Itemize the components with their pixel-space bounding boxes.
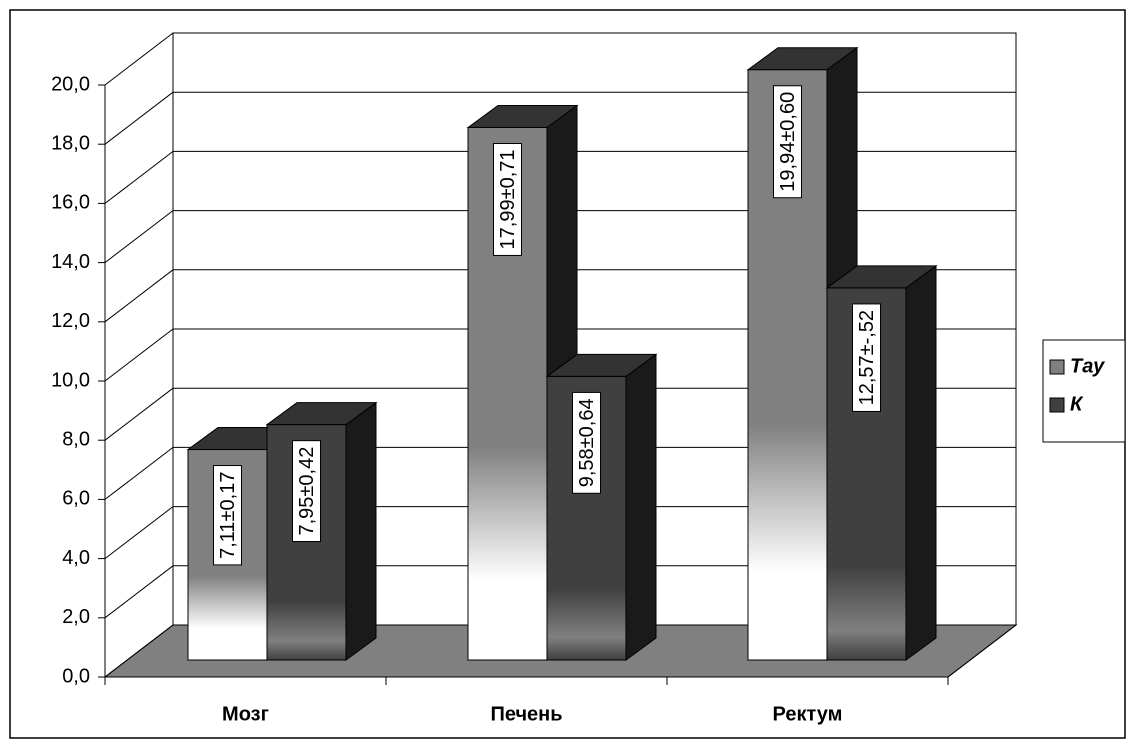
value-label-box — [572, 391, 601, 494]
y-tick-label: 8,0 — [62, 428, 90, 450]
value-label: 7,11±0,17 — [213, 465, 242, 566]
grid-line — [104, 447, 174, 500]
y-tick-label: 18,0 — [51, 132, 90, 154]
grid-line — [104, 506, 174, 559]
value-label: 19,94±0,60 — [773, 85, 802, 199]
value-label-text: 19,94±0,60 — [777, 92, 799, 192]
bar — [265, 401, 378, 661]
value-label-box — [852, 303, 881, 412]
y-tick-label: 4,0 — [62, 547, 90, 569]
bar-side — [905, 264, 937, 661]
legend-box — [1042, 339, 1126, 443]
grid-line — [104, 624, 174, 678]
floor-edge — [947, 624, 1017, 678]
value-label-box — [213, 465, 242, 566]
y-tick-label: 0,0 — [62, 665, 90, 687]
value-label-text: 7,11±0,17 — [217, 472, 239, 559]
value-label: 12,57±-,52 — [852, 303, 881, 412]
value-label: 9,58±0,64 — [572, 391, 601, 494]
value-label: 7,95±0,42 — [292, 440, 321, 543]
bar — [825, 264, 938, 661]
value-label: 17,99±0,71 — [493, 142, 522, 256]
x-tick-label: Печень — [490, 703, 562, 725]
y-tick-label: 2,0 — [62, 606, 90, 628]
y-tick-label: 6,0 — [62, 488, 90, 510]
grid-line — [104, 387, 174, 441]
value-label-text: 7,95±0,42 — [296, 447, 318, 536]
value-label-text: 12,57±-,52 — [856, 310, 878, 406]
y-tick-label: 12,0 — [51, 310, 90, 332]
grid-line — [104, 565, 174, 619]
y-tick-label: 10,0 — [51, 369, 90, 391]
y-tick-label: 16,0 — [51, 192, 90, 214]
value-label-box — [773, 85, 802, 199]
y-tick-label: 20,0 — [51, 73, 90, 95]
value-label-text: 9,58±0,64 — [576, 398, 598, 487]
value-label-text: 17,99±0,71 — [497, 149, 519, 249]
bar-side — [345, 401, 377, 661]
x-tick-label: Ректум — [773, 703, 843, 725]
y-tick-label: 14,0 — [51, 251, 90, 273]
grid-line — [104, 32, 174, 86]
grid-line — [104, 151, 174, 204]
grid-line — [104, 328, 174, 382]
bar — [545, 353, 658, 661]
legend-label: Тау — [1070, 355, 1105, 377]
legend-swatch — [1049, 359, 1065, 375]
x-tick-label: Мозг — [222, 703, 269, 725]
grid-line — [104, 210, 174, 263]
value-label-box — [292, 440, 321, 543]
grid-line — [104, 91, 174, 145]
value-label-box — [493, 142, 522, 256]
legend-label: К — [1070, 393, 1084, 415]
legend-swatch — [1049, 397, 1065, 413]
bar-side — [625, 353, 657, 661]
grid-line — [104, 269, 174, 323]
